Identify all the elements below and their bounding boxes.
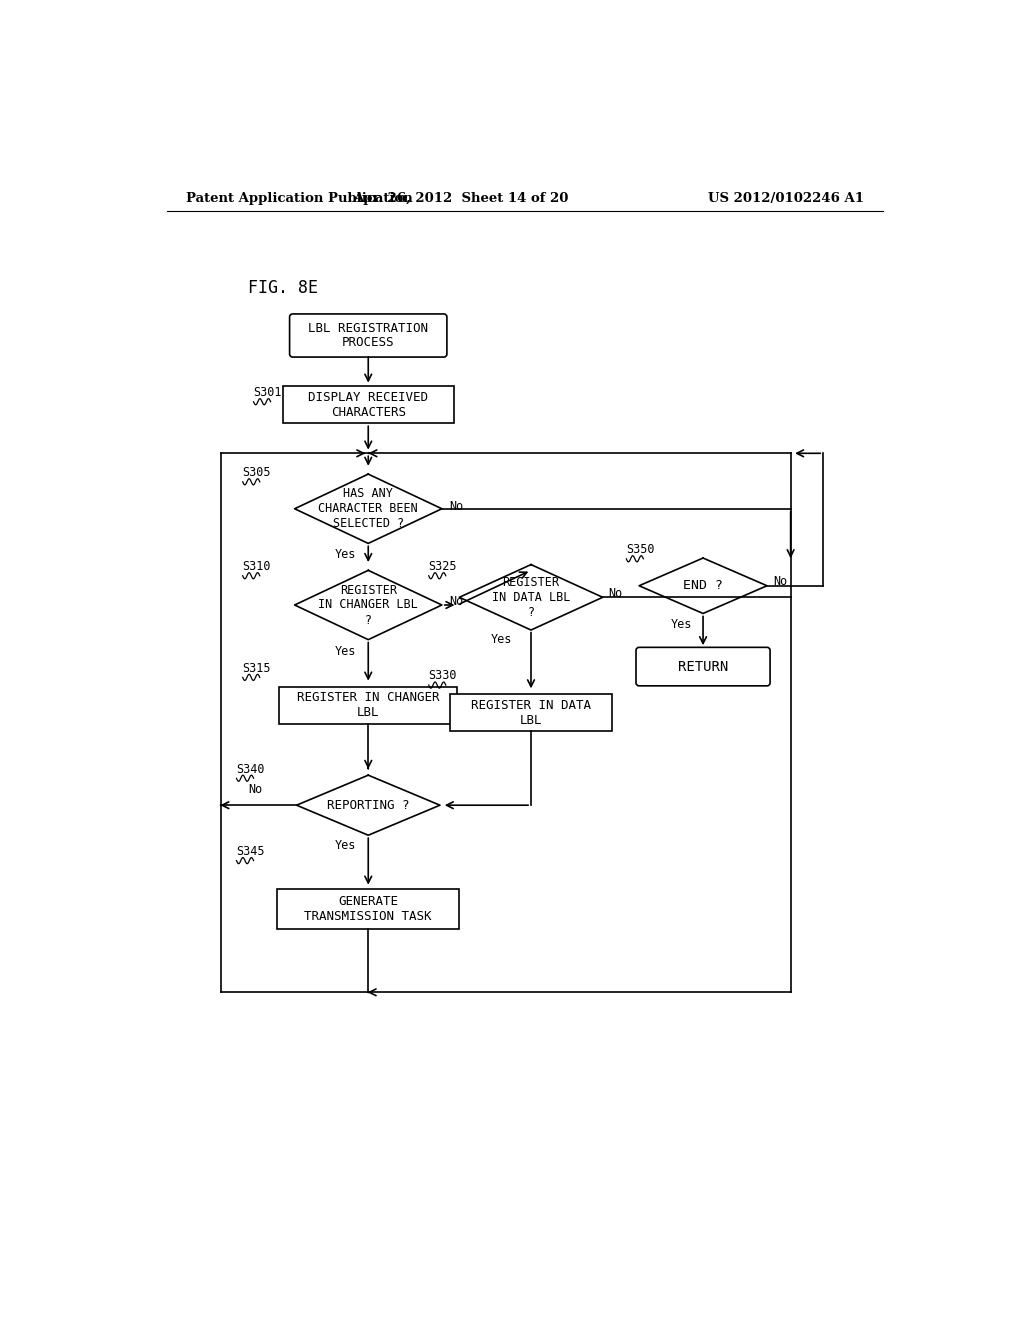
Text: S301: S301 xyxy=(254,385,282,399)
Text: FIG. 8E: FIG. 8E xyxy=(248,279,318,297)
Text: S310: S310 xyxy=(243,560,271,573)
Text: No: No xyxy=(248,783,262,796)
Bar xyxy=(280,686,458,723)
FancyBboxPatch shape xyxy=(636,647,770,686)
Text: REGISTER IN CHANGER
LBL: REGISTER IN CHANGER LBL xyxy=(297,692,439,719)
Text: Yes: Yes xyxy=(490,634,512,647)
Text: END ?: END ? xyxy=(683,579,723,593)
Text: Yes: Yes xyxy=(335,548,356,561)
Text: S350: S350 xyxy=(627,543,654,556)
Text: S340: S340 xyxy=(237,763,265,776)
Text: S305: S305 xyxy=(243,466,271,479)
Text: S345: S345 xyxy=(237,845,265,858)
Text: No: No xyxy=(773,576,787,589)
Text: S315: S315 xyxy=(243,661,271,675)
Bar xyxy=(278,890,460,929)
Text: LBL REGISTRATION
PROCESS: LBL REGISTRATION PROCESS xyxy=(308,322,428,350)
Text: Yes: Yes xyxy=(335,644,356,657)
Bar xyxy=(283,387,454,424)
Text: US 2012/0102246 A1: US 2012/0102246 A1 xyxy=(709,191,864,205)
Text: REPORTING ?: REPORTING ? xyxy=(327,799,410,812)
Text: Apr. 26, 2012  Sheet 14 of 20: Apr. 26, 2012 Sheet 14 of 20 xyxy=(353,191,569,205)
Text: GENERATE
TRANSMISSION TASK: GENERATE TRANSMISSION TASK xyxy=(304,895,432,923)
FancyBboxPatch shape xyxy=(290,314,446,358)
Bar xyxy=(450,694,612,731)
Text: S330: S330 xyxy=(429,669,457,682)
Text: Patent Application Publication: Patent Application Publication xyxy=(186,191,413,205)
Text: DISPLAY RECEIVED
CHARACTERS: DISPLAY RECEIVED CHARACTERS xyxy=(308,391,428,418)
Text: RETURN: RETURN xyxy=(678,660,728,673)
Text: REGISTER
IN DATA LBL
?: REGISTER IN DATA LBL ? xyxy=(492,576,570,619)
Text: S325: S325 xyxy=(429,560,457,573)
Text: HAS ANY
CHARACTER BEEN
SELECTED ?: HAS ANY CHARACTER BEEN SELECTED ? xyxy=(318,487,418,531)
Text: Yes: Yes xyxy=(671,618,692,631)
Text: No: No xyxy=(450,594,464,607)
Text: REGISTER IN DATA
LBL: REGISTER IN DATA LBL xyxy=(471,698,591,727)
Text: REGISTER
IN CHANGER LBL
?: REGISTER IN CHANGER LBL ? xyxy=(318,583,418,627)
Text: Yes: Yes xyxy=(335,838,356,851)
Text: No: No xyxy=(450,500,464,513)
Text: No: No xyxy=(608,587,623,601)
